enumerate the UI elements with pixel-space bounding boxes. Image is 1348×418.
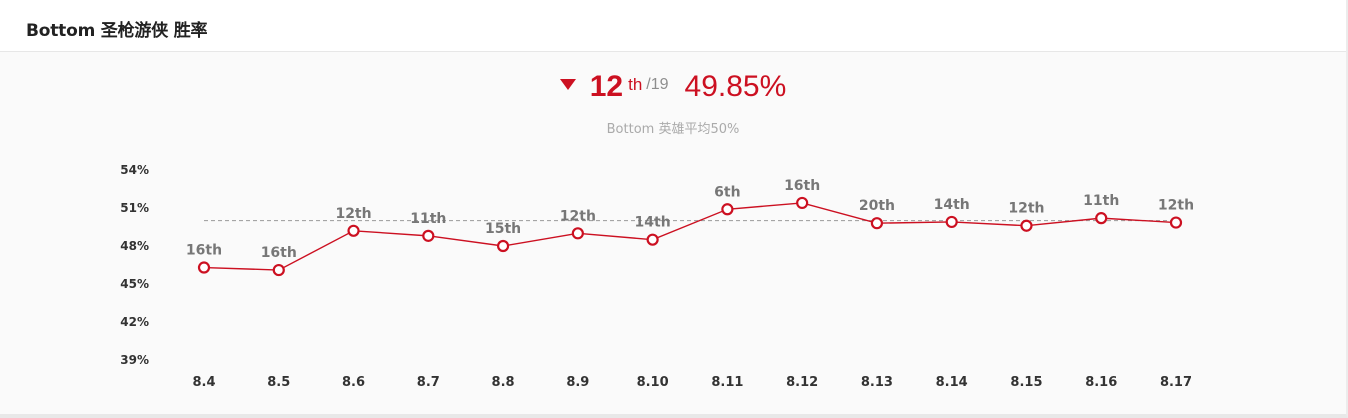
y-axis: 54% 51% 48% 45% 42% 39% bbox=[120, 163, 149, 367]
x-axis: 8.4 8.5 8.6 8.7 8.8 8.9 8.10 8.11 8.12 8.13 8.14 8.… bbox=[192, 375, 1192, 390]
data-label: 16th bbox=[784, 178, 820, 194]
x-tick-label: 8.15 bbox=[1010, 375, 1042, 390]
x-tick-label: 8.7 bbox=[417, 375, 440, 390]
y-tick-label: 54% bbox=[120, 163, 149, 177]
rank-total: /19 bbox=[646, 76, 669, 93]
x-tick-label: 8.17 bbox=[1160, 375, 1192, 390]
data-label: 11th bbox=[1083, 193, 1119, 209]
y-tick-label: 39% bbox=[120, 353, 149, 367]
data-label: 12th bbox=[1158, 198, 1194, 214]
x-tick-label: 8.16 bbox=[1085, 375, 1117, 390]
data-point[interactable] bbox=[571, 227, 584, 240]
winrate-value: 49.85% bbox=[684, 70, 787, 103]
x-tick-label: 8.10 bbox=[637, 375, 669, 390]
x-tick-label: 8.5 bbox=[267, 375, 290, 390]
data-label: 6th bbox=[714, 184, 740, 200]
y-tick-label: 48% bbox=[120, 239, 149, 253]
data-label: 12th bbox=[1008, 201, 1044, 217]
data-point[interactable] bbox=[197, 261, 211, 274]
panel-title: Bottom 圣枪游侠 胜率 bbox=[26, 21, 208, 41]
y-tick-label: 42% bbox=[120, 315, 149, 329]
line-layer bbox=[203, 202, 1177, 271]
data-point[interactable] bbox=[1169, 216, 1183, 229]
point-layer bbox=[197, 196, 1183, 277]
data-point[interactable] bbox=[1020, 219, 1033, 232]
data-label: 20th bbox=[859, 198, 895, 214]
x-tick-label: 8.14 bbox=[936, 375, 968, 390]
data-label: 16th bbox=[186, 243, 222, 259]
x-tick-label: 8.4 bbox=[192, 375, 215, 390]
data-point[interactable] bbox=[422, 229, 435, 242]
x-tick-label: 8.9 bbox=[566, 375, 589, 390]
y-tick-label: 45% bbox=[120, 277, 149, 291]
x-tick-label: 8.6 bbox=[342, 375, 365, 390]
data-point[interactable] bbox=[272, 263, 285, 277]
y-tick-label: 51% bbox=[120, 201, 149, 215]
data-point[interactable] bbox=[945, 215, 958, 229]
data-label: 12th bbox=[560, 208, 596, 224]
data-point[interactable] bbox=[796, 196, 809, 210]
series-line bbox=[203, 202, 1177, 271]
data-point[interactable] bbox=[646, 233, 659, 246]
triangle-down-icon bbox=[559, 78, 576, 90]
data-point[interactable] bbox=[721, 203, 734, 216]
panel-header: Bottom 圣枪游侠 胜率 bbox=[0, 0, 1346, 52]
data-point[interactable] bbox=[870, 217, 884, 230]
label-layer: 16th 16th 12th 11th 15th 12th 14th 6th 16th 20th 1… bbox=[186, 178, 1194, 261]
data-point[interactable] bbox=[347, 224, 360, 237]
x-tick-label: 8.13 bbox=[861, 375, 893, 390]
x-tick-label: 8.8 bbox=[492, 375, 515, 390]
data-label: 11th bbox=[410, 211, 446, 227]
data-label: 14th bbox=[934, 197, 970, 213]
average-label: Bottom 英雄平均50% bbox=[606, 122, 740, 137]
data-label: 15th bbox=[485, 221, 521, 237]
x-tick-label: 8.12 bbox=[786, 375, 818, 390]
data-point[interactable] bbox=[496, 239, 510, 253]
data-label: 14th bbox=[635, 215, 671, 231]
x-tick-label: 8.11 bbox=[711, 375, 743, 390]
data-label: 16th bbox=[261, 245, 297, 261]
rank-value: 12 bbox=[589, 70, 624, 103]
rank-suffix: th bbox=[628, 75, 643, 94]
data-label: 12th bbox=[335, 206, 371, 222]
data-point[interactable] bbox=[1095, 212, 1108, 225]
